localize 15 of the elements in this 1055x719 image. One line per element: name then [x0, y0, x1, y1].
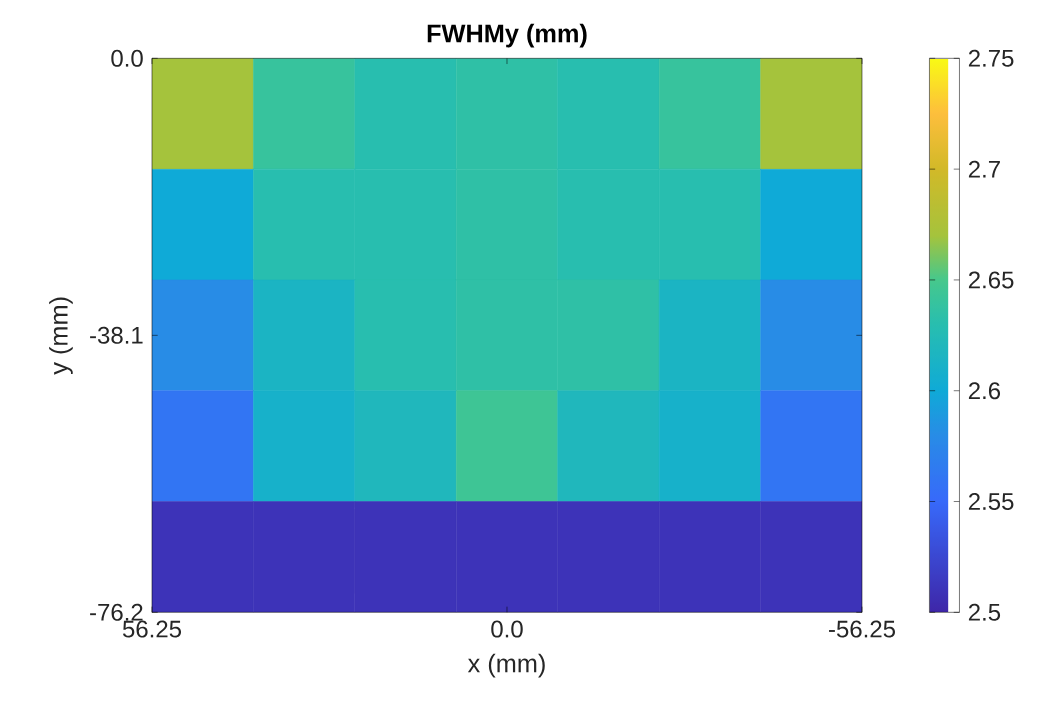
- color-bar-label: 2.55: [968, 493, 1014, 511]
- y-tick-label: -76.2: [90, 603, 143, 621]
- chart-title: FWHMy (mm): [427, 23, 587, 48]
- color-bar-label: 2.5: [968, 603, 1001, 621]
- color-bar-label: 2.7: [968, 160, 1000, 178]
- x-tick-label: 0.0: [491, 620, 523, 638]
- color-bar-label: 2.6: [968, 382, 1001, 400]
- color-bar-label: 2.65: [968, 271, 1014, 289]
- x-tick-label: 56.25: [122, 620, 182, 638]
- x-axis-title: x (mm): [467, 653, 545, 678]
- x-tick-label: -56.25: [829, 620, 895, 638]
- y-tick-label: 0.0: [111, 49, 143, 67]
- color-bar-label: 2.75: [968, 49, 1014, 67]
- y-tick-label: -38.1: [90, 326, 143, 344]
- y-axis-title: y (mm): [49, 297, 73, 375]
